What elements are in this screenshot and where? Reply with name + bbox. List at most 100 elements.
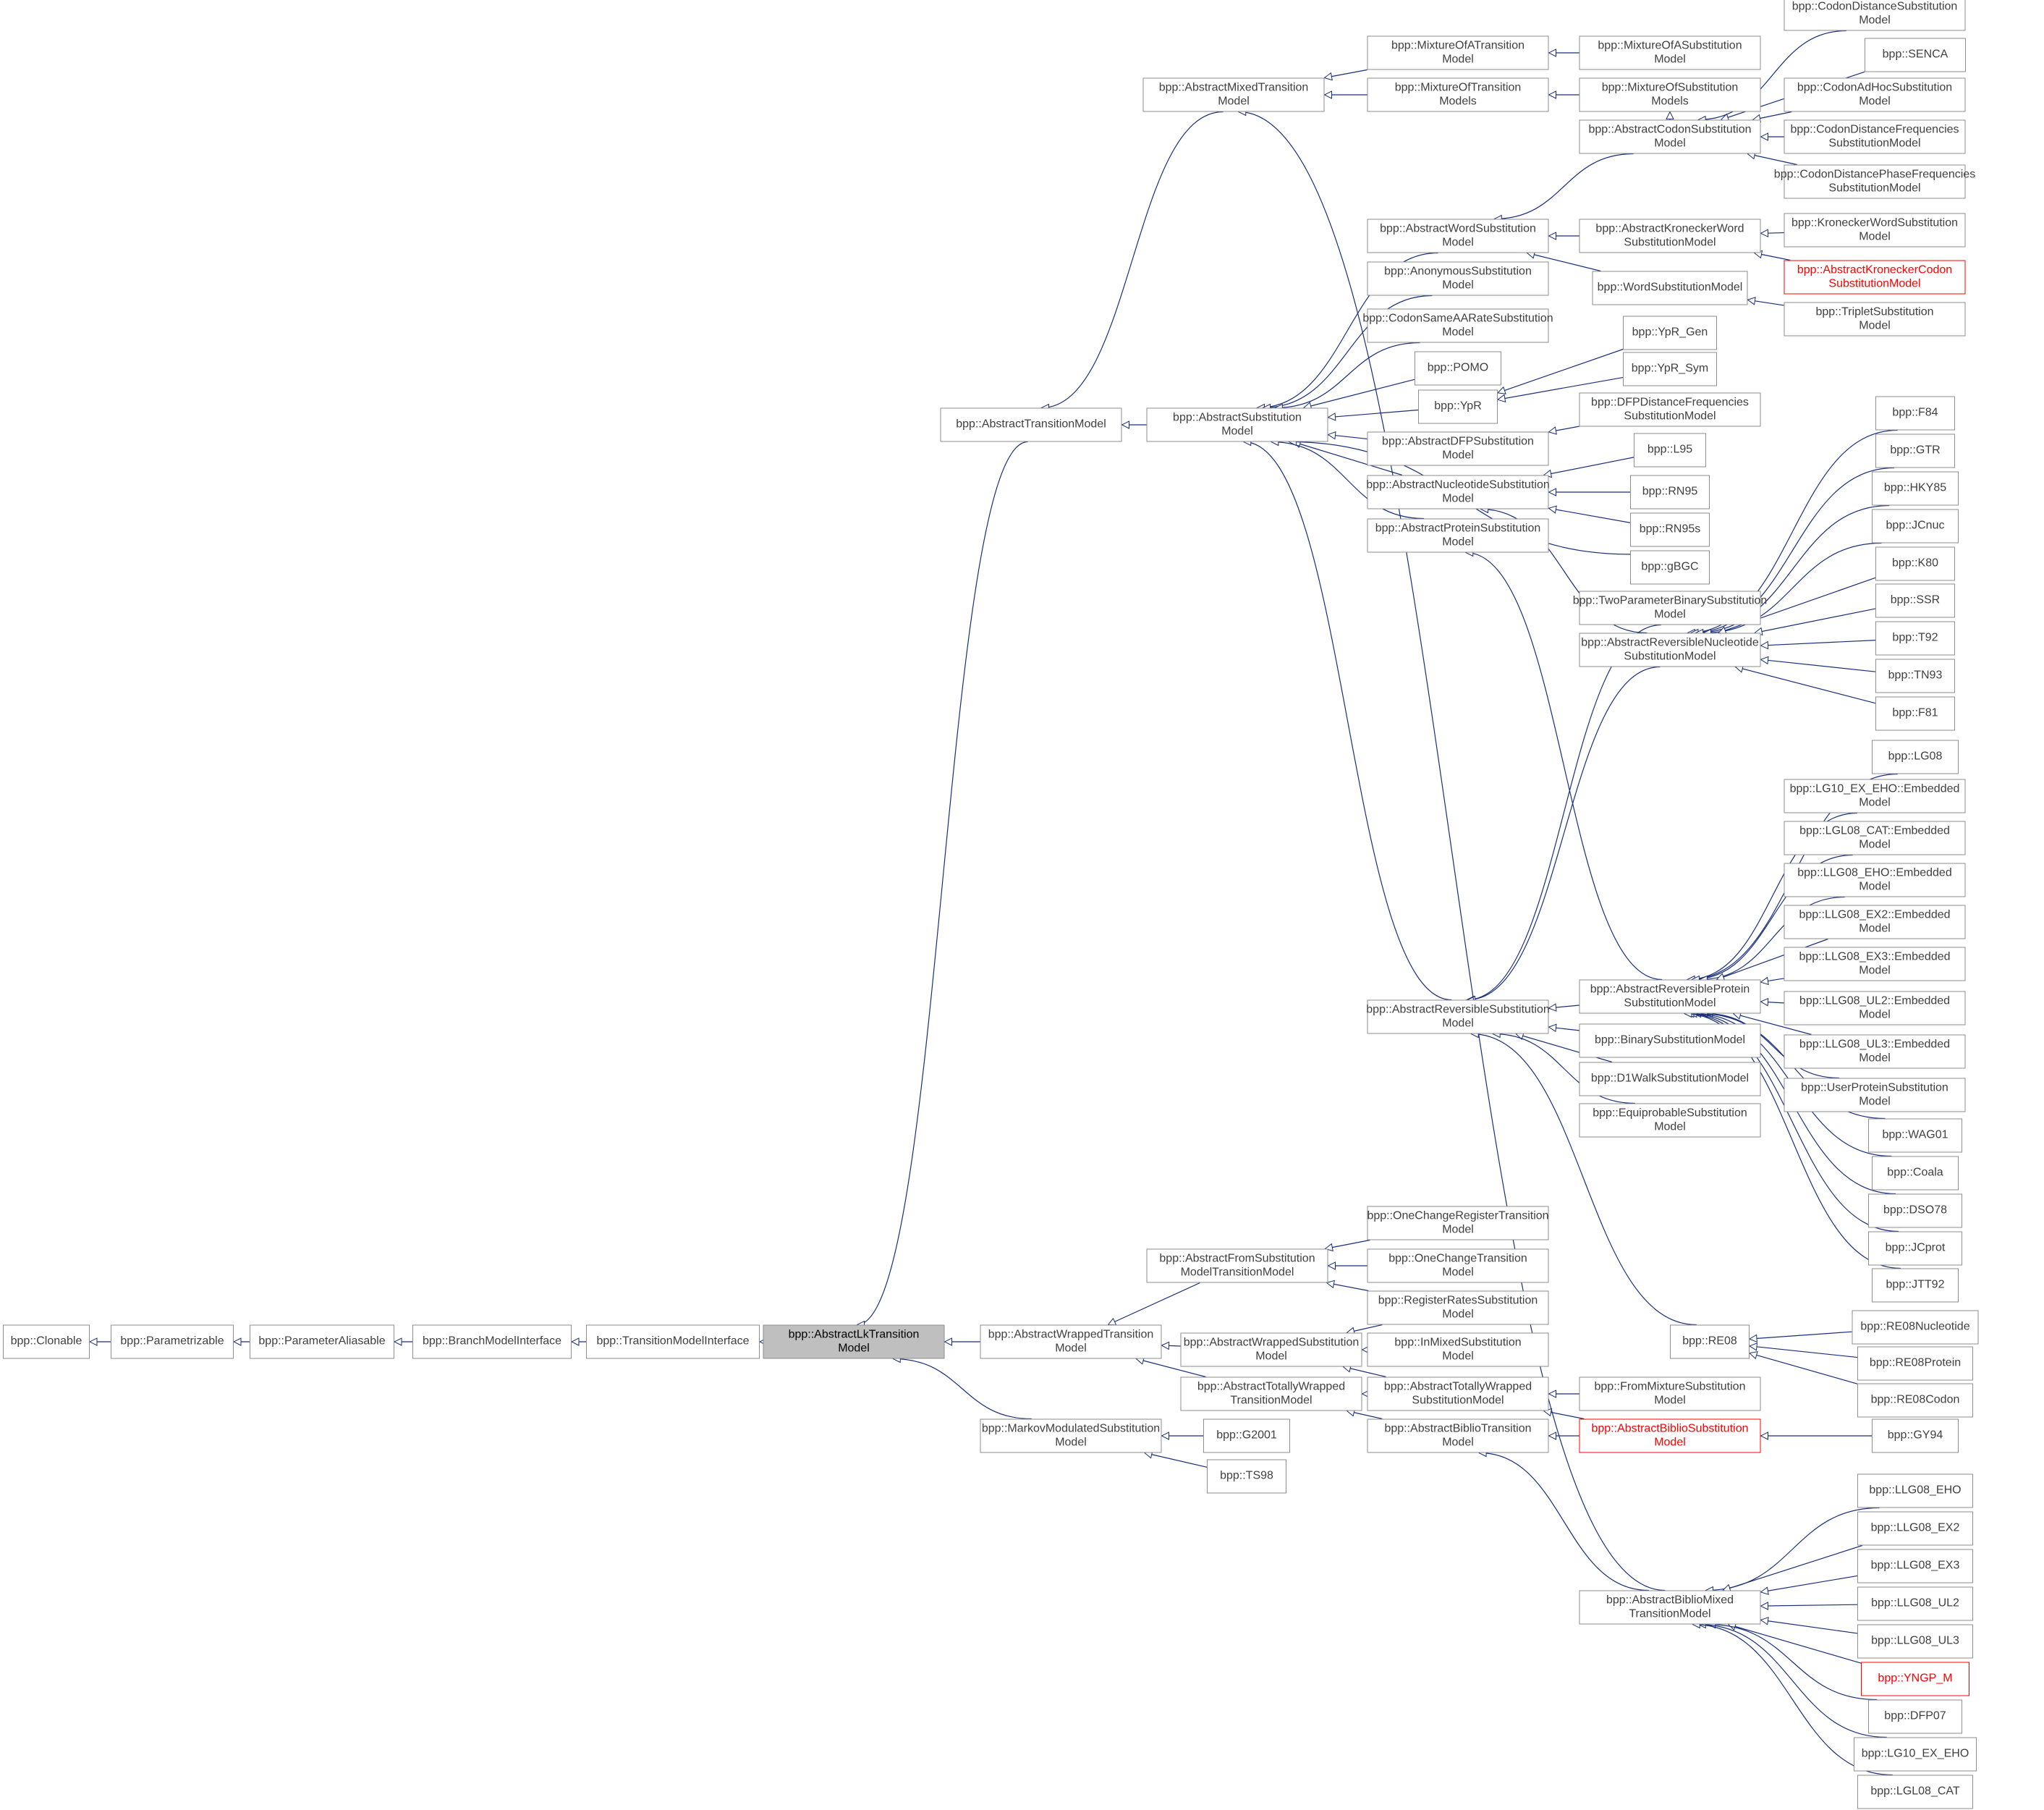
class-node-abstm[interactable]: bpp::AbstractTransitionModel xyxy=(941,408,1122,442)
class-node-binarysm[interactable]: bpp::BinarySubstitutionModel xyxy=(1579,1024,1761,1058)
class-node-abstotwrsm[interactable]: bpp::AbstractTotallyWrapped Substitution… xyxy=(1367,1377,1549,1411)
class-node-absrevprot[interactable]: bpp::AbstractReversibleProtein Substitut… xyxy=(1579,980,1761,1014)
class-node-llg08eho[interactable]: bpp::LLG08_EHO xyxy=(1857,1474,1973,1508)
class-node-yprgen[interactable]: bpp::YpR_Gen xyxy=(1623,316,1717,350)
class-node-abswrapsm[interactable]: bpp::AbstractWrappedSubstitution Model xyxy=(1181,1333,1362,1367)
class-node-abskroncodon[interactable]: bpp::AbstractKroneckerCodon Substitution… xyxy=(1784,261,1966,295)
class-node-dfp07[interactable]: bpp::DFP07 xyxy=(1868,1700,1962,1734)
class-node-mixoftms[interactable]: bpp::MixtureOfTransition Models xyxy=(1367,78,1549,112)
class-node-mixofasm[interactable]: bpp::MixtureOfASubstitution Model xyxy=(1579,36,1761,70)
class-node-pomo[interactable]: bpp::POMO xyxy=(1415,352,1501,386)
class-node-l95[interactable]: bpp::L95 xyxy=(1634,434,1706,468)
class-node-ypr[interactable]: bpp::YpR xyxy=(1418,390,1498,424)
class-node-dfpdistfreq[interactable]: bpp::DFPDistanceFrequencies Substitution… xyxy=(1579,393,1761,427)
class-node-hky85[interactable]: bpp::HKY85 xyxy=(1872,472,1959,506)
class-node-lg10exehoE[interactable]: bpp::LG10_EX_EHO::Embedded Model xyxy=(1784,779,1966,813)
class-node-paramalias[interactable]: bpp::ParameterAliasable xyxy=(250,1325,394,1359)
class-node-ssr[interactable]: bpp::SSR xyxy=(1875,584,1955,618)
class-node-codonadhoc[interactable]: bpp::CodonAdHocSubstitution Model xyxy=(1784,78,1966,112)
class-node-codondistfreq[interactable]: bpp::CodonDistanceFrequencies Substituti… xyxy=(1784,120,1966,154)
class-node-re08codon[interactable]: bpp::RE08Codon xyxy=(1857,1384,1973,1418)
class-node-lgl08cat[interactable]: bpp::LGL08_CAT xyxy=(1857,1775,1973,1809)
class-node-yngpm[interactable]: bpp::YNGP_M xyxy=(1861,1662,1969,1696)
class-node-re08[interactable]: bpp::RE08 xyxy=(1670,1325,1750,1359)
class-node-absfromsub[interactable]: bpp::AbstractFromSubstitution ModelTrans… xyxy=(1147,1249,1328,1283)
class-node-wag01[interactable]: bpp::WAG01 xyxy=(1868,1119,1962,1153)
class-node-parametrizable[interactable]: bpp::Parametrizable xyxy=(111,1325,234,1359)
class-node-frommix[interactable]: bpp::FromMixtureSubstitution Model xyxy=(1579,1377,1761,1411)
class-node-abstotwrtm[interactable]: bpp::AbstractTotallyWrapped TransitionMo… xyxy=(1181,1377,1362,1411)
class-node-lg08[interactable]: bpp::LG08 xyxy=(1872,740,1959,774)
class-node-lgl08catE[interactable]: bpp::LGL08_CAT::Embedded Model xyxy=(1784,821,1966,855)
class-node-llg08ex3E[interactable]: bpp::LLG08_EX3::Embedded Model xyxy=(1784,947,1966,981)
class-node-abskronword[interactable]: bpp::AbstractKroneckerWord SubstitutionM… xyxy=(1579,219,1761,253)
class-node-wordsm[interactable]: bpp::WordSubstitutionModel xyxy=(1593,271,1748,305)
class-node-jtt92[interactable]: bpp::JTT92 xyxy=(1872,1269,1959,1303)
class-node-inmixed[interactable]: bpp::InMixedSubstitution Model xyxy=(1367,1333,1549,1367)
class-node-absword[interactable]: bpp::AbstractWordSubstitution Model xyxy=(1367,219,1549,253)
class-node-branchmi[interactable]: bpp::BranchModelInterface xyxy=(412,1325,572,1359)
class-node-anonsm[interactable]: bpp::AnonymousSubstitution Model xyxy=(1367,262,1549,296)
class-node-coala[interactable]: bpp::Coala xyxy=(1872,1156,1959,1191)
class-node-d1walk[interactable]: bpp::D1WalkSubstitutionModel xyxy=(1579,1062,1761,1096)
class-node-jcnuc[interactable]: bpp::JCnuc xyxy=(1872,509,1959,544)
class-node-llg08ex2[interactable]: bpp::LLG08_EX2 xyxy=(1857,1512,1973,1546)
class-node-transmi[interactable]: bpp::TransitionModelInterface xyxy=(586,1325,760,1359)
class-node-dso78[interactable]: bpp::DSO78 xyxy=(1868,1194,1962,1228)
class-node-llg08ehoE[interactable]: bpp::LLG08_EHO::Embedded Model xyxy=(1784,863,1966,897)
class-node-f81[interactable]: bpp::F81 xyxy=(1875,697,1955,731)
class-node-llg08ul3[interactable]: bpp::LLG08_UL3 xyxy=(1857,1625,1973,1659)
class-node-lg10exeho[interactable]: bpp::LG10_EX_EHO xyxy=(1854,1738,1977,1772)
class-node-mixofatm[interactable]: bpp::MixtureOfATransition Model xyxy=(1367,36,1549,70)
class-node-tripletsm[interactable]: bpp::TripletSubstitution Model xyxy=(1784,303,1966,337)
class-node-absrevsm[interactable]: bpp::AbstractReversibleSubstitution Mode… xyxy=(1367,1000,1549,1034)
class-node-mmsm[interactable]: bpp::MarkovModulatedSubstitution Model xyxy=(980,1419,1162,1453)
class-node-absmixtm[interactable]: bpp::AbstractMixedTransition Model xyxy=(1143,78,1325,112)
class-node-ts98[interactable]: bpp::TS98 xyxy=(1207,1460,1286,1494)
class-node-userprot[interactable]: bpp::UserProteinSubstitution Model xyxy=(1784,1078,1966,1112)
class-node-onechtm[interactable]: bpp::OneChangeTransition Model xyxy=(1367,1249,1549,1283)
class-node-mixofsms[interactable]: bpp::MixtureOfSubstitution Models xyxy=(1579,78,1761,112)
class-node-llg08ex3[interactable]: bpp::LLG08_EX3 xyxy=(1857,1549,1973,1583)
class-node-llg08ex2E[interactable]: bpp::LLG08_EX2::Embedded Model xyxy=(1784,905,1966,939)
class-node-clonable[interactable]: bpp::Clonable xyxy=(3,1325,90,1359)
class-node-absdfpsm[interactable]: bpp::AbstractDFPSubstitution Model xyxy=(1367,432,1549,466)
class-node-rn95[interactable]: bpp::RN95 xyxy=(1630,475,1710,509)
class-node-f84[interactable]: bpp::F84 xyxy=(1875,397,1955,431)
class-node-llg08ul3E[interactable]: bpp::LLG08_UL3::Embedded Model xyxy=(1784,1035,1966,1069)
class-node-jcprot[interactable]: bpp::JCprot xyxy=(1868,1232,1962,1266)
class-node-gy94[interactable]: bpp::GY94 xyxy=(1872,1419,1959,1453)
class-node-rn95s[interactable]: bpp::RN95s xyxy=(1630,513,1710,547)
class-node-yprsym[interactable]: bpp::YpR_Sym xyxy=(1623,352,1717,386)
class-node-k80[interactable]: bpp::K80 xyxy=(1875,547,1955,581)
class-node-senca[interactable]: bpp::SENCA xyxy=(1865,38,1966,72)
class-node-absrevnuc[interactable]: bpp::AbstractReversibleNucleotide Substi… xyxy=(1579,633,1761,667)
class-node-abslk[interactable]: bpp::AbstractLkTransition Model xyxy=(763,1325,945,1359)
class-node-re08nuc[interactable]: bpp::RE08Nucleotide xyxy=(1852,1311,1979,1345)
class-node-gbgc[interactable]: bpp::gBGC xyxy=(1630,551,1710,585)
class-node-g2001[interactable]: bpp::G2001 xyxy=(1203,1419,1290,1453)
class-node-re08prot[interactable]: bpp::RE08Protein xyxy=(1857,1347,1973,1381)
class-node-kronwordsm[interactable]: bpp::KroneckerWordSubstitution Model xyxy=(1784,213,1966,248)
class-node-codonsameaa[interactable]: bpp::CodonSameAARateSubstitution Model xyxy=(1367,309,1549,343)
class-node-equiprob[interactable]: bpp::EquiprobableSubstitution Model xyxy=(1579,1104,1761,1138)
class-node-llg08ul2E[interactable]: bpp::LLG08_UL2::Embedded Model xyxy=(1784,991,1966,1025)
class-node-regrates[interactable]: bpp::RegisterRatesSubstitution Model xyxy=(1367,1291,1549,1325)
class-node-absprotsm[interactable]: bpp::AbstractProteinSubstitution Model xyxy=(1367,519,1549,553)
class-node-abswraptm[interactable]: bpp::AbstractWrappedTransition Model xyxy=(980,1325,1162,1359)
class-node-absnucsm[interactable]: bpp::AbstractNucleotideSubstitution Mode… xyxy=(1367,475,1549,509)
class-node-absbibtm[interactable]: bpp::AbstractBiblioTransition Model xyxy=(1367,1419,1549,1453)
node-label: bpp::TwoParameterBinarySubstitution Mode… xyxy=(1573,595,1768,622)
class-node-codondist[interactable]: bpp::CodonDistanceSubstitution Model xyxy=(1784,0,1966,31)
class-node-llg08ul2[interactable]: bpp::LLG08_UL2 xyxy=(1857,1587,1973,1621)
class-node-onechreg[interactable]: bpp::OneChangeRegisterTransition Model xyxy=(1367,1206,1549,1240)
class-node-absbibsm[interactable]: bpp::AbstractBiblioSubstitution Model xyxy=(1579,1419,1761,1453)
class-node-gtr[interactable]: bpp::GTR xyxy=(1875,434,1955,468)
class-node-abssubm[interactable]: bpp::AbstractSubstitution Model xyxy=(1147,408,1328,442)
class-node-t92[interactable]: bpp::T92 xyxy=(1875,622,1955,656)
class-node-absbibmix[interactable]: bpp::AbstractBiblioMixed TransitionModel xyxy=(1579,1591,1761,1625)
class-node-tn93[interactable]: bpp::TN93 xyxy=(1875,659,1955,693)
class-node-twoparmbin[interactable]: bpp::TwoParameterBinarySubstitution Mode… xyxy=(1579,591,1761,625)
class-node-abscodon[interactable]: bpp::AbstractCodonSubstitution Model xyxy=(1579,120,1761,154)
class-node-codondistphase[interactable]: bpp::CodonDistancePhaseFrequencies Subst… xyxy=(1784,165,1966,199)
